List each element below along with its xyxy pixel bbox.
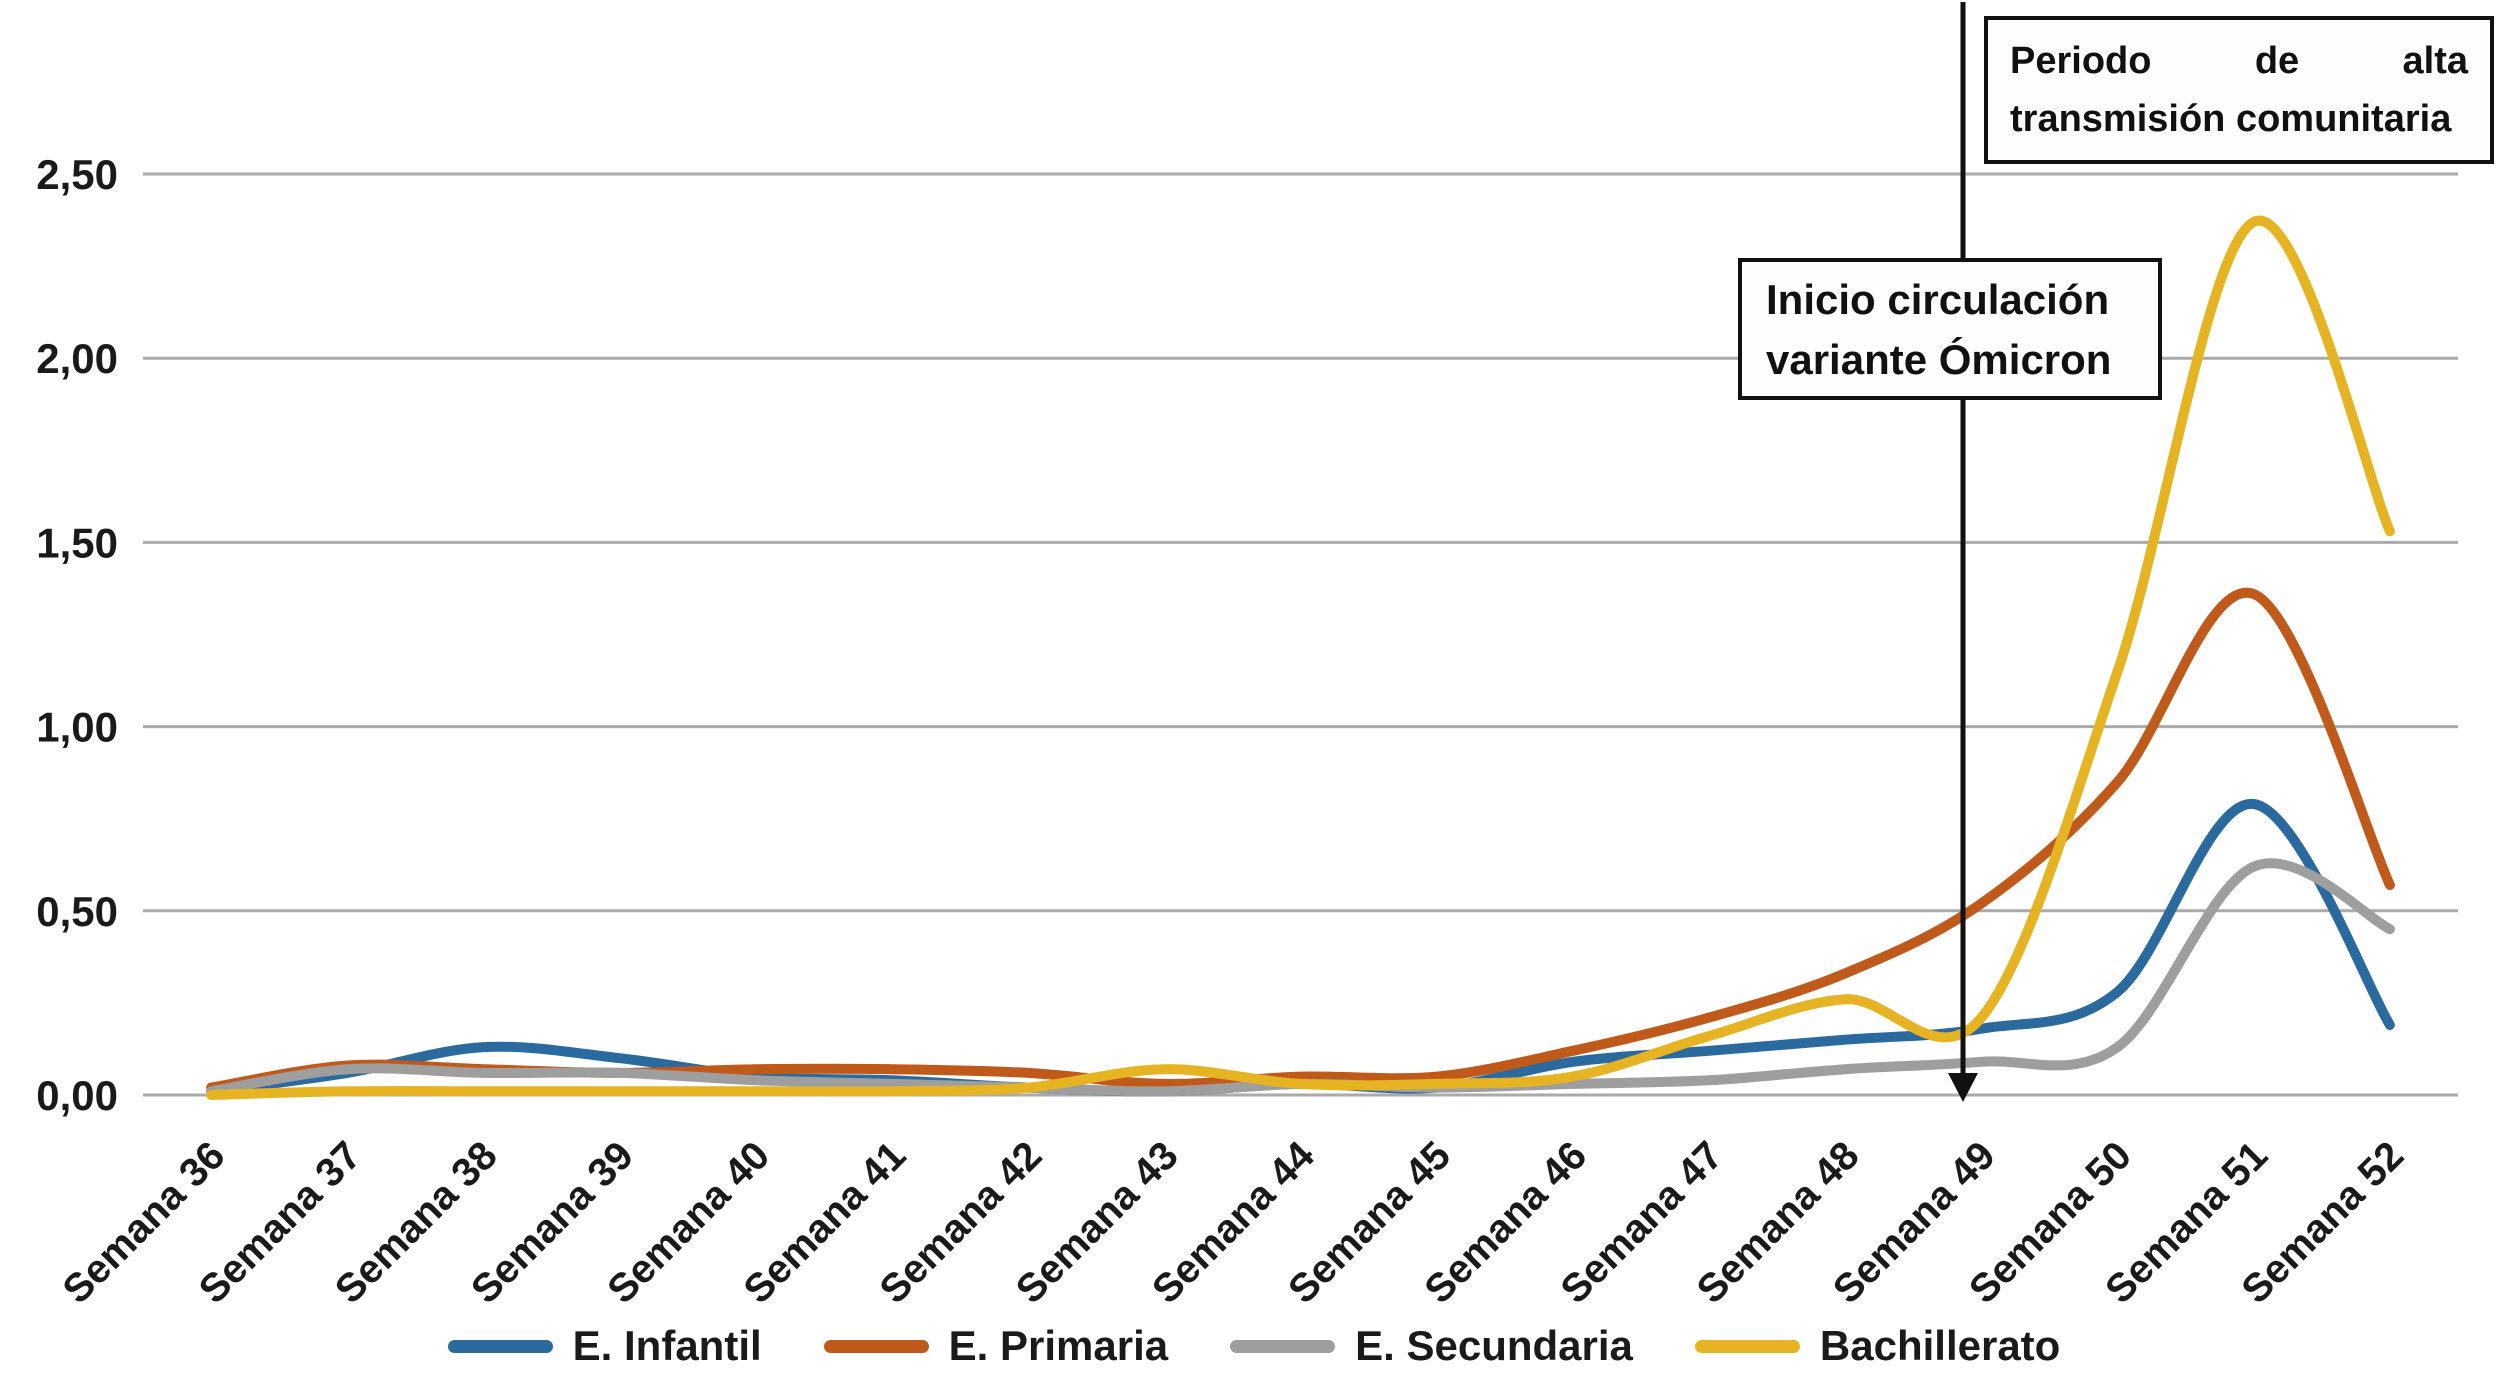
y-tick-label: 0,50 [36, 888, 118, 935]
legend-swatch [1694, 1339, 1800, 1353]
period-annotation-word: de [2254, 40, 2300, 82]
legend-swatch [823, 1339, 929, 1353]
legend-item-e-secundaria: E. Secundaria [1230, 1322, 1633, 1370]
series-line-e-secundaria [206, 858, 2395, 1097]
period-annotation-word: alta [2402, 40, 2468, 82]
legend-label: Bachillerato [1819, 1322, 2061, 1369]
series-line-bachillerato [206, 215, 2395, 1100]
period-annotation-line2: transmisión comunitaria [2010, 98, 2452, 140]
legend-item-e-primaria: E. Primaria [823, 1322, 1169, 1370]
y-axis: 0,00 0,50 1,00 1,50 2,00 2,50 [36, 151, 118, 1119]
gridlines [143, 172, 2458, 1097]
y-tick-label: 2,50 [36, 151, 118, 198]
legend: E. Infantil E. Primaria E. Secundaria Bachi… [0, 1322, 2508, 1370]
legend-item-bachillerato: Bachillerato [1694, 1322, 2061, 1370]
legend-swatch [1230, 1339, 1336, 1353]
legend-label: E. Secundaria [1355, 1322, 1633, 1369]
y-tick-label: 1,00 [36, 704, 118, 751]
period-annotation-word: Periodo [2010, 40, 2152, 82]
legend-label: E. Infantil [572, 1322, 762, 1369]
series-lines [206, 215, 2395, 1100]
legend-swatch [447, 1339, 553, 1353]
legend-label: E. Primaria [948, 1322, 1169, 1369]
y-tick-label: 0,00 [36, 1072, 118, 1119]
omicron-annotation-box: Inicio circulación variante Ómicron [1738, 258, 2162, 400]
omicron-annotation-line1: Inicio circulación [1766, 276, 2110, 323]
omicron-marker-arrowhead [1948, 1073, 1978, 1102]
period-annotation-line1: Periodo de alta [2010, 32, 2468, 90]
y-tick-label: 1,50 [36, 519, 118, 566]
y-tick-label: 2,00 [36, 335, 118, 382]
period-annotation-box: Periodo de alta transmisión comunitaria [1984, 16, 2494, 164]
legend-item-e-infantil: E. Infantil [447, 1322, 762, 1370]
omicron-annotation-line2: variante Ómicron [1766, 336, 2112, 383]
